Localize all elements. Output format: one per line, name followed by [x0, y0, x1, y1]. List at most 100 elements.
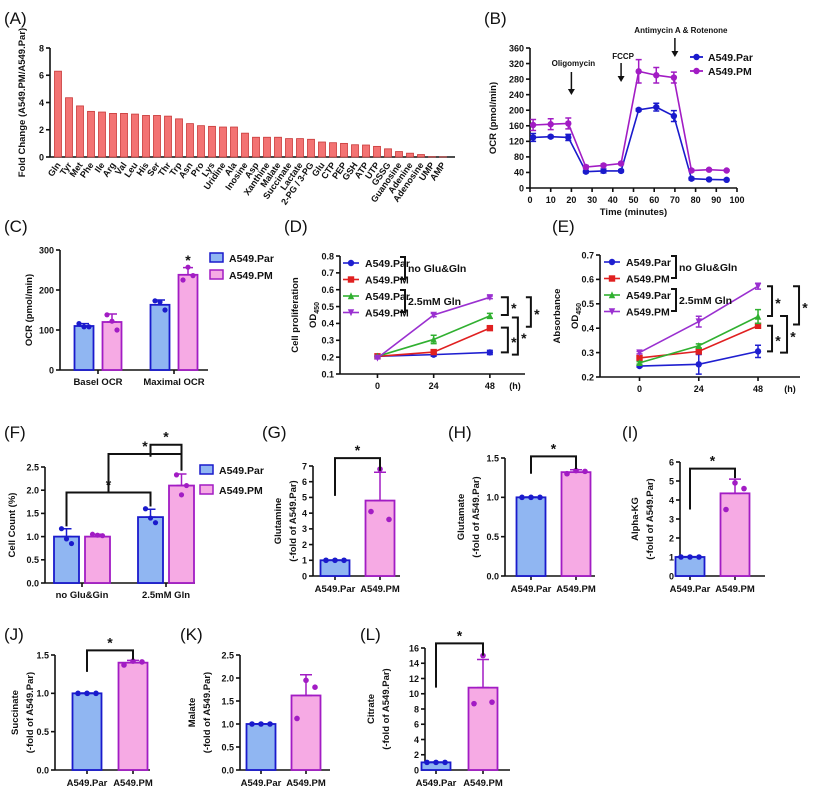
bar: [263, 136, 271, 158]
y-tick-label: 1.0: [36, 689, 49, 699]
data-point: [565, 120, 572, 127]
y-tick-label: 0: [669, 571, 674, 581]
error-bar: [374, 471, 386, 502]
data-point: [93, 690, 99, 697]
y-tick-label: 0.7: [321, 268, 334, 278]
x-tick-label: 70: [670, 195, 680, 205]
y-tick-label: 2: [39, 125, 44, 135]
data-point: [430, 335, 437, 343]
y-axis-unit: OD450: [308, 302, 321, 328]
data-point: [89, 531, 96, 537]
x-tick-label: A549.PM: [715, 584, 755, 595]
data-point: [687, 554, 693, 560]
x-tick-label: 60: [649, 195, 659, 205]
y-tick-label: 1.5: [221, 696, 234, 706]
bar: [274, 136, 282, 158]
y-tick-label: 0.8: [321, 251, 334, 261]
panel-label: (H): [448, 423, 472, 442]
x-tick-label: 0: [527, 195, 532, 205]
panel-k: (K) 0.0 0.5 1.0 1.5 2.0 2.5 Malate (-fold of A54…: [180, 625, 330, 789]
bar: [674, 556, 706, 577]
bar: [142, 115, 150, 158]
panel-label: (C): [4, 217, 28, 236]
y-tick-label: 0.4: [581, 324, 594, 334]
data-point: [754, 312, 762, 320]
bar: [131, 113, 139, 158]
annotation-label: Oligomycin: [552, 59, 596, 68]
bar: [406, 152, 414, 158]
legend-item: A549.Par: [343, 291, 410, 303]
x-tick-label: A549.Par: [416, 778, 457, 789]
x-tick-label: Maximal OCR: [143, 377, 204, 388]
y-axis-label: Glutamine: [273, 498, 284, 544]
y-tick-label: 0.5: [486, 532, 499, 542]
significance-star: *: [551, 440, 557, 456]
panel-label: (G): [262, 423, 287, 442]
significance-bracket: [530, 455, 577, 474]
panel-label: (B): [484, 9, 507, 28]
y-tick-label: 120: [509, 137, 524, 147]
y-tick-label: 2.0: [26, 486, 39, 496]
annotation-label: Antimycin A & Rotenone: [634, 26, 728, 35]
data-point: [608, 258, 616, 266]
legend-item: A549.Par: [199, 464, 264, 477]
bar: [384, 148, 392, 158]
legend-label: A549.Par: [365, 291, 410, 303]
data-point: [99, 533, 106, 539]
data-point: [332, 557, 338, 564]
y-tick-label: 0: [414, 765, 419, 775]
y-tick-label: 2: [669, 533, 674, 543]
bar: [515, 496, 547, 577]
data-point: [114, 327, 120, 333]
y-tick-label: 5: [302, 493, 307, 503]
y-tick-label: 0.6: [581, 275, 594, 285]
panel-e: (E) 0.2 0.3 0.4 0.5 0.6 0.7 Absorbance OD450 0 24 4…: [552, 217, 808, 394]
data-point: [547, 121, 554, 128]
y-tick-label: 0.0: [36, 765, 49, 775]
y-axis-label: (-fold of A549.Par): [471, 476, 482, 557]
y-tick-label: 100: [39, 325, 54, 335]
data-point: [303, 677, 309, 684]
significance-star: *: [775, 295, 781, 311]
y-axis-label: Malate: [187, 698, 198, 728]
data-point: [695, 342, 702, 349]
arrowhead-icon: [567, 89, 575, 95]
y-tick-label: 1.5: [486, 453, 499, 463]
data-point: [636, 354, 643, 362]
data-point: [139, 659, 145, 665]
data-point: [608, 308, 616, 316]
data-point: [152, 298, 158, 304]
y-axis-label: Succinate: [10, 690, 21, 735]
x-tick-label: 2.5mM Gln: [142, 590, 190, 601]
data-point: [76, 321, 82, 327]
x-tick-label: Basel OCR: [73, 377, 122, 388]
panel-label: (A): [4, 9, 27, 28]
data-point: [249, 721, 255, 727]
data-point: [258, 721, 264, 727]
y-tick-label: 0.4: [321, 319, 334, 329]
bar: [560, 471, 592, 577]
legend-group-bracket: [400, 256, 406, 280]
data-point: [368, 508, 374, 515]
significance-star: *: [511, 334, 517, 350]
significance-star: *: [710, 453, 716, 469]
annotation-label: FCCP: [612, 52, 634, 61]
y-tick-label: 1.0: [221, 719, 234, 729]
bar: [168, 484, 195, 584]
data-point: [617, 167, 625, 175]
y-tick-label: 80: [514, 152, 524, 162]
data-point: [178, 492, 185, 498]
y-tick-label: 0: [49, 365, 54, 375]
y-tick-label: 40: [514, 168, 524, 178]
y-tick-label: 280: [509, 74, 524, 84]
bar: [76, 105, 84, 158]
data-point: [347, 292, 355, 300]
data-point: [695, 361, 702, 368]
significance-bracket: [511, 316, 519, 356]
y-axis-label: (-fold of A549.Par): [202, 672, 213, 753]
significance-bracket: [86, 649, 134, 672]
y-tick-label: 1: [669, 552, 674, 562]
bar: [719, 492, 751, 577]
x-tick-label: Ile: [93, 160, 107, 174]
y-tick-label: 0: [519, 183, 524, 193]
